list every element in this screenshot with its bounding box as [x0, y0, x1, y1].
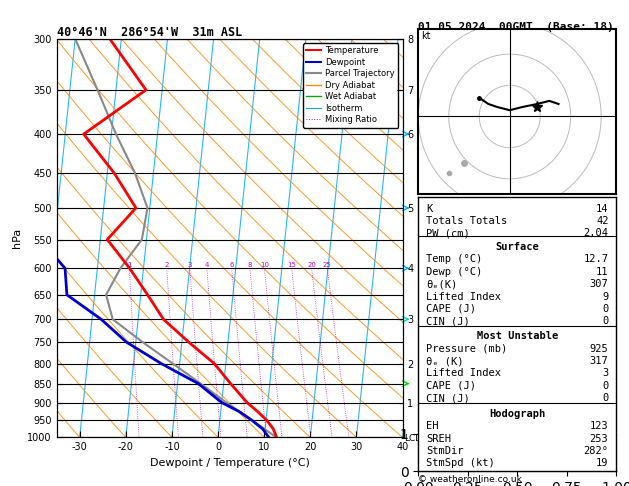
- Text: CAPE (J): CAPE (J): [426, 381, 476, 391]
- Text: 11: 11: [596, 267, 608, 277]
- Text: 42: 42: [596, 216, 608, 226]
- Text: K: K: [426, 204, 433, 214]
- Text: Surface: Surface: [496, 242, 539, 252]
- Text: 123: 123: [590, 421, 608, 431]
- Text: 0: 0: [602, 381, 608, 391]
- Text: 15: 15: [287, 262, 296, 268]
- Text: 0: 0: [602, 304, 608, 314]
- Text: 3: 3: [602, 368, 608, 379]
- Y-axis label: hPa: hPa: [12, 228, 21, 248]
- Text: 40°46'N  286°54'W  31m ASL: 40°46'N 286°54'W 31m ASL: [57, 26, 242, 39]
- Text: Totals Totals: Totals Totals: [426, 216, 508, 226]
- Text: 14: 14: [596, 204, 608, 214]
- Text: Dewp (°C): Dewp (°C): [426, 267, 482, 277]
- Text: Mixing Ratio (g/kg): Mixing Ratio (g/kg): [447, 195, 457, 281]
- Text: 0: 0: [602, 316, 608, 326]
- Text: 8: 8: [248, 262, 252, 268]
- Text: 25: 25: [323, 262, 331, 268]
- Text: Most Unstable: Most Unstable: [477, 331, 558, 341]
- Text: 0: 0: [602, 393, 608, 403]
- Y-axis label: km
ASL: km ASL: [424, 227, 442, 249]
- Text: 2.04: 2.04: [584, 228, 608, 239]
- Text: SREH: SREH: [426, 434, 451, 444]
- Text: 19: 19: [596, 458, 608, 468]
- Text: θₑ (K): θₑ (K): [426, 356, 464, 366]
- Text: CIN (J): CIN (J): [426, 393, 470, 403]
- Text: 20: 20: [307, 262, 316, 268]
- Text: 2: 2: [165, 262, 169, 268]
- Text: StmDir: StmDir: [426, 446, 464, 456]
- Text: 01.05.2024  00GMT  (Base: 18): 01.05.2024 00GMT (Base: 18): [418, 22, 614, 32]
- X-axis label: Dewpoint / Temperature (°C): Dewpoint / Temperature (°C): [150, 458, 309, 468]
- Text: Temp (°C): Temp (°C): [426, 255, 482, 264]
- Text: © weatheronline.co.uk: © weatheronline.co.uk: [418, 474, 522, 484]
- Text: EH: EH: [426, 421, 438, 431]
- Text: CAPE (J): CAPE (J): [426, 304, 476, 314]
- Text: 307: 307: [590, 279, 608, 289]
- Text: 9: 9: [602, 292, 608, 302]
- Text: 4: 4: [204, 262, 209, 268]
- Text: StmSpd (kt): StmSpd (kt): [426, 458, 495, 468]
- Text: Lifted Index: Lifted Index: [426, 292, 501, 302]
- Text: 12.7: 12.7: [584, 255, 608, 264]
- Text: 253: 253: [590, 434, 608, 444]
- Text: LCL: LCL: [404, 434, 420, 443]
- Text: CIN (J): CIN (J): [426, 316, 470, 326]
- Text: 6: 6: [230, 262, 234, 268]
- Text: 3: 3: [187, 262, 192, 268]
- Text: kt: kt: [421, 31, 431, 40]
- Text: θₑ(K): θₑ(K): [426, 279, 457, 289]
- Legend: Temperature, Dewpoint, Parcel Trajectory, Dry Adiabat, Wet Adiabat, Isotherm, Mi: Temperature, Dewpoint, Parcel Trajectory…: [303, 43, 398, 128]
- Text: 317: 317: [590, 356, 608, 366]
- Text: PW (cm): PW (cm): [426, 228, 470, 239]
- Text: Lifted Index: Lifted Index: [426, 368, 501, 379]
- Text: 925: 925: [590, 344, 608, 354]
- Text: Hodograph: Hodograph: [489, 409, 545, 419]
- Text: 10: 10: [260, 262, 269, 268]
- Text: 282°: 282°: [584, 446, 608, 456]
- Text: Pressure (mb): Pressure (mb): [426, 344, 508, 354]
- Text: 1: 1: [127, 262, 131, 268]
